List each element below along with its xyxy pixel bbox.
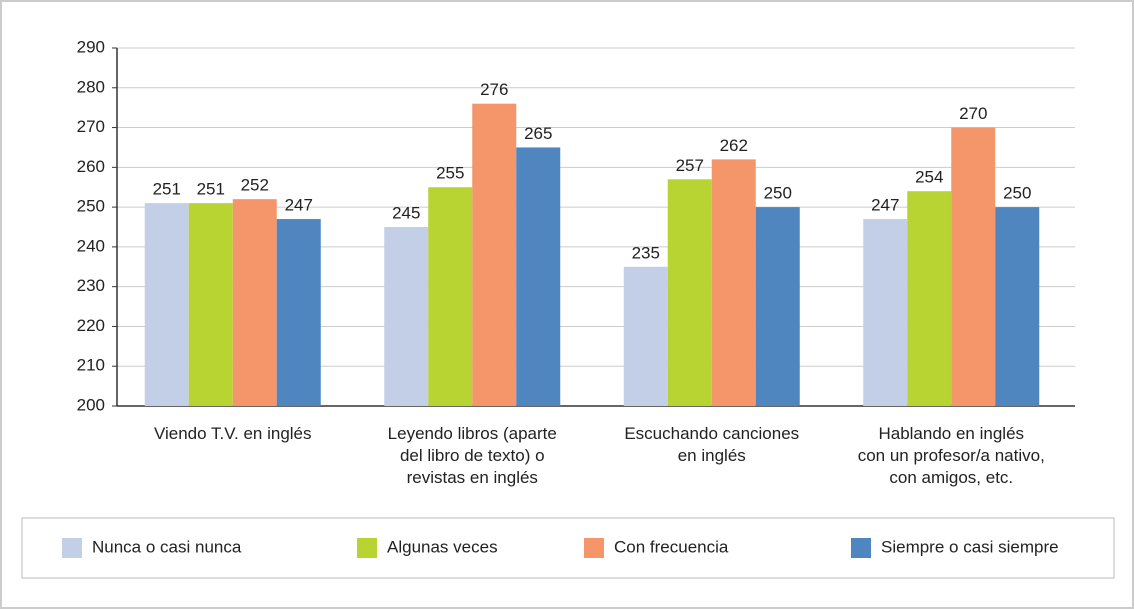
bar (428, 187, 473, 406)
bar (276, 219, 321, 406)
legend-box (21, 517, 1115, 579)
legend-label: Con frecuencia (614, 537, 729, 556)
value-label: 250 (1003, 184, 1031, 203)
bar (472, 103, 517, 406)
value-label: 257 (676, 156, 704, 175)
y-tick-label: 200 (77, 395, 105, 414)
value-label: 245 (392, 203, 420, 222)
value-label: 252 (241, 176, 269, 195)
y-tick-label: 270 (77, 117, 105, 136)
bar (863, 219, 908, 406)
bar (711, 159, 756, 406)
legend-swatch (851, 538, 871, 558)
y-tick-label: 220 (77, 316, 105, 335)
value-label: 251 (153, 180, 181, 199)
bar (667, 179, 712, 406)
legend-label: Nunca o casi nunca (92, 537, 242, 556)
y-tick-label: 230 (77, 276, 105, 295)
bar (516, 147, 561, 406)
value-label: 265 (524, 124, 552, 143)
value-label: 251 (197, 180, 225, 199)
x-tick-label: Leyendo libros (aparte del libro de texto… (388, 424, 557, 487)
value-label: 235 (632, 243, 660, 262)
y-tick-label: 240 (77, 236, 105, 255)
value-label: 254 (915, 168, 943, 187)
bar (755, 207, 800, 406)
bar (188, 203, 233, 406)
x-tick-label: Hablando en inglés con un profesor/a nati… (858, 424, 1045, 487)
value-label: 270 (959, 104, 987, 123)
value-label: 247 (871, 196, 899, 215)
bar (907, 191, 952, 406)
y-tick-label: 250 (77, 197, 105, 216)
y-tick-label: 260 (77, 157, 105, 176)
value-label: 276 (480, 80, 508, 99)
legend-label: Algunas veces (387, 537, 498, 556)
legend-swatch (584, 538, 604, 558)
bar (232, 199, 277, 406)
value-label: 262 (720, 136, 748, 155)
bar (144, 203, 189, 406)
legend-swatch (357, 538, 377, 558)
x-tick-label: Escuchando canciones en inglés (624, 424, 799, 465)
bar (995, 207, 1040, 406)
y-tick-label: 280 (77, 77, 105, 96)
legend-swatch (62, 538, 82, 558)
bar (623, 266, 668, 406)
value-label: 247 (285, 196, 313, 215)
value-label: 250 (764, 184, 792, 203)
bar (384, 227, 429, 406)
value-label: 255 (436, 164, 464, 183)
bar (951, 127, 996, 407)
x-tick-label: Viendo T.V. en inglés (154, 424, 312, 443)
y-tick-label: 210 (77, 356, 105, 375)
y-tick-label: 290 (77, 37, 105, 56)
legend-label: Siempre o casi siempre (881, 537, 1059, 556)
